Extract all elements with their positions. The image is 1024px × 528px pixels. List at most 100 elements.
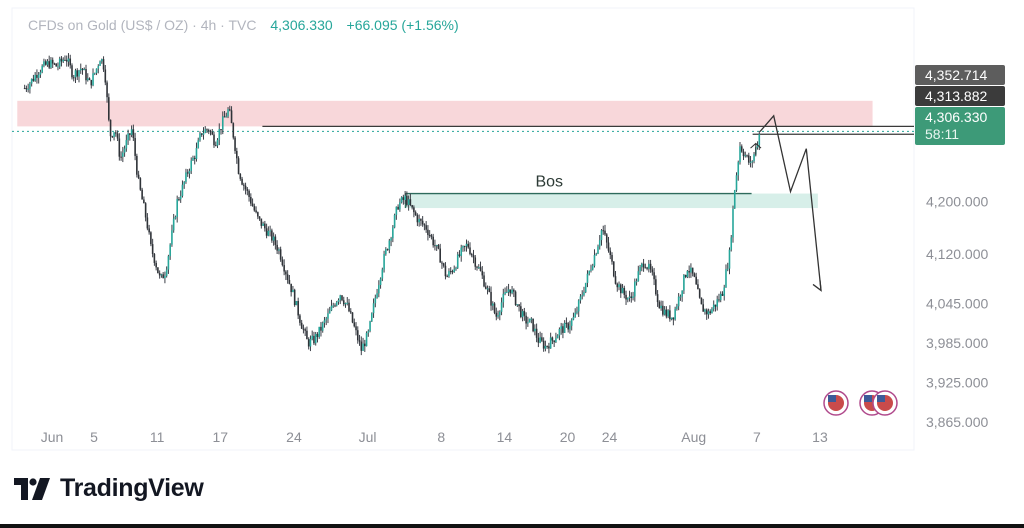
candle: [702, 304, 704, 312]
candle: [141, 189, 143, 200]
candle: [656, 294, 659, 303]
candle: [425, 225, 427, 230]
candle: [32, 78, 35, 81]
candle: [342, 300, 345, 305]
candle: [269, 230, 271, 232]
candle: [560, 326, 562, 330]
candle: [511, 289, 513, 294]
candle: [721, 293, 724, 296]
candle: [669, 310, 671, 320]
candle: [598, 240, 601, 247]
candle: [679, 296, 682, 298]
candle: [43, 61, 45, 66]
candle: [195, 148, 198, 159]
candle: [237, 158, 240, 174]
candle: [670, 317, 673, 320]
x-tick-label: 8: [437, 429, 445, 445]
candle: [499, 311, 501, 316]
candle: [474, 257, 477, 267]
candle: [146, 217, 149, 229]
candle: [548, 346, 550, 349]
candle: [183, 181, 186, 185]
candle: [458, 254, 461, 256]
x-tick-label: 7: [753, 429, 761, 445]
candle: [76, 70, 79, 77]
candle: [737, 162, 740, 176]
candle: [230, 110, 233, 124]
tradingview-brand-name: TradingView: [60, 474, 204, 502]
candle: [214, 145, 217, 147]
resistance-zone: [17, 100, 873, 127]
candle: [637, 271, 640, 282]
candle: [406, 195, 408, 205]
candle: [555, 338, 557, 343]
candle: [432, 236, 434, 246]
candle: [693, 273, 696, 277]
candle: [395, 206, 398, 215]
candle: [476, 266, 478, 268]
candle: [565, 322, 568, 324]
x-tick-label: Jul: [359, 429, 377, 445]
candle: [390, 238, 392, 241]
candle: [753, 154, 755, 162]
candle: [625, 294, 627, 300]
x-tick-label: 17: [213, 429, 229, 445]
candle: [581, 295, 584, 297]
candle: [602, 230, 605, 232]
candle: [623, 287, 626, 295]
candle: [528, 318, 531, 323]
candle: [570, 319, 573, 326]
candle: [427, 229, 429, 235]
candle: [374, 297, 377, 304]
candle: [158, 273, 161, 276]
candle: [456, 254, 459, 268]
candle: [69, 58, 72, 66]
current-price-value: 4,306.330: [925, 109, 987, 125]
candle: [716, 299, 719, 307]
y-tick-label: 3,985.000: [926, 335, 988, 351]
candle: [691, 267, 694, 274]
candle: [179, 195, 182, 200]
current-price-badge: [915, 107, 1005, 145]
candle: [44, 61, 47, 65]
candle: [134, 138, 136, 156]
candle: [57, 66, 59, 68]
candle: [316, 333, 319, 338]
candle: [400, 197, 403, 203]
candle: [169, 244, 171, 257]
candle: [497, 315, 499, 317]
candle: [188, 170, 191, 174]
candle: [351, 312, 354, 323]
tradingview-logo[interactable]: TradingView: [14, 474, 204, 503]
y-tick-label: 4,200.000: [926, 193, 988, 209]
price-chart[interactable]: Bos4,400.0004,200.0004,120.0004,045.0003…: [0, 0, 1024, 460]
candle: [397, 206, 399, 210]
candle: [676, 306, 678, 309]
candle: [593, 255, 596, 266]
candle: [164, 275, 166, 279]
candle: [129, 133, 131, 135]
candle: [81, 68, 84, 71]
x-tick-label: Jun: [41, 429, 64, 445]
candle: [335, 301, 338, 306]
candle: [472, 255, 475, 258]
candle: [393, 214, 396, 228]
candle: [407, 199, 410, 205]
candle: [607, 242, 610, 251]
candle: [246, 189, 249, 191]
candle: [563, 322, 566, 333]
candle: [558, 329, 561, 336]
candle: [113, 132, 115, 137]
candle: [514, 291, 517, 305]
candle: [362, 343, 364, 351]
candle: [541, 337, 543, 341]
candle: [209, 130, 212, 132]
candle: [618, 284, 620, 288]
candle: [300, 322, 303, 329]
candle: [690, 267, 692, 273]
candle: [369, 321, 371, 332]
candle: [481, 270, 484, 276]
candle: [148, 228, 150, 233]
candle: [78, 70, 80, 77]
candle: [746, 155, 748, 157]
